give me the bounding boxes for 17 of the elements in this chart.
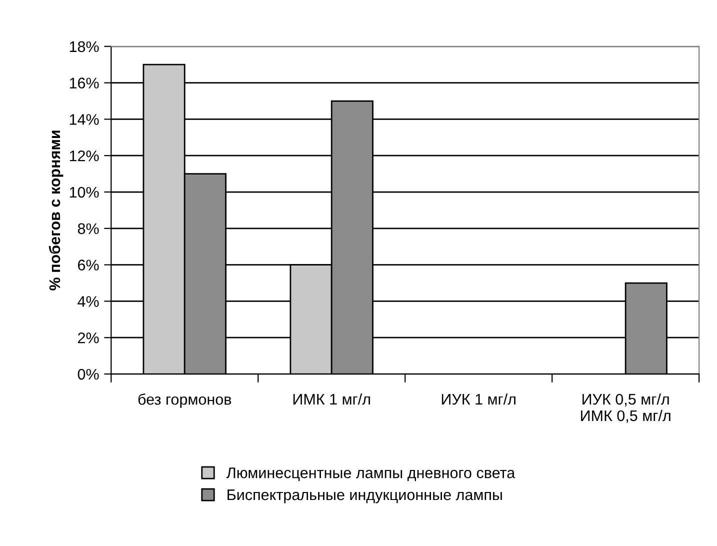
y-tick-label: 14% <box>70 114 99 125</box>
legend-label: Люминесцентные лампы дневного света <box>226 468 516 482</box>
x-tick-label: ИУК 1 мг/л <box>442 393 516 405</box>
y-axis-title: % побегов с корнями <box>48 130 64 290</box>
y-tick-label: 2% <box>78 332 99 344</box>
x-tick-label: ИМК 1 мг/л <box>293 393 370 405</box>
x-tick-label: ИУК 0,5 мг/л ИМК 0,5 мг/л <box>581 393 670 423</box>
x-tick-label: без гормонов <box>138 393 232 408</box>
y-tick-label: 12% <box>70 150 99 162</box>
y-tick-label: 0% <box>78 368 99 380</box>
y-tick-label: 18% <box>70 41 99 52</box>
legend-label: Биспектральные индукционные лампы <box>228 490 502 504</box>
y-tick-label: 6% <box>78 260 99 270</box>
y-tick-label: 10% <box>70 186 99 198</box>
y-tick-label: 8% <box>78 223 99 234</box>
y-tick-label: 4% <box>78 296 99 307</box>
y-tick-label: 16% <box>70 78 99 88</box>
